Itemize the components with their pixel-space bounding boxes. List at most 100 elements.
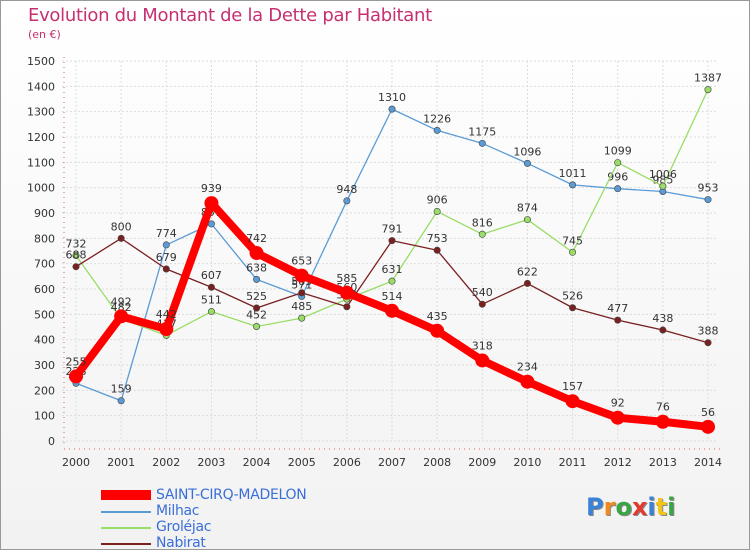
y-tick-label: 500	[34, 308, 55, 321]
data-label: 742	[246, 232, 267, 245]
data-point	[249, 246, 264, 261]
data-label: 1226	[423, 112, 451, 125]
data-label: 318	[472, 339, 493, 352]
data-point	[253, 304, 261, 312]
data-point	[433, 126, 441, 134]
data-label: 76	[656, 401, 670, 414]
x-tick-label: 2012	[604, 456, 632, 469]
data-point	[523, 216, 531, 224]
data-label: 631	[382, 263, 403, 276]
logo-letter: i	[647, 493, 656, 521]
data-label: 477	[607, 302, 628, 315]
data-point	[207, 220, 215, 228]
data-point	[117, 234, 125, 242]
y-tick-label: 0	[48, 435, 55, 448]
data-point	[343, 303, 351, 311]
y-tick-label: 100	[34, 410, 55, 423]
data-label: 492	[111, 295, 132, 308]
data-point	[207, 308, 215, 316]
data-label: 159	[111, 383, 132, 396]
data-point	[339, 285, 354, 300]
legend-label: Nabirat	[156, 535, 206, 551]
x-tick-label: 2001	[107, 456, 135, 469]
data-point	[610, 410, 625, 425]
data-point	[343, 197, 351, 205]
data-point	[659, 326, 667, 334]
data-point	[388, 237, 396, 245]
data-label: 435	[427, 310, 448, 323]
logo-letter: x	[631, 493, 648, 521]
data-label: 1387	[694, 72, 722, 85]
legend-swatch	[101, 543, 151, 545]
y-tick-label: 1000	[27, 182, 55, 195]
x-tick-label: 2009	[468, 456, 496, 469]
data-point	[385, 303, 399, 318]
data-label: 653	[291, 255, 312, 268]
data-label: 255	[66, 355, 87, 368]
data-point	[430, 323, 445, 338]
data-point	[569, 304, 577, 312]
data-point	[523, 279, 531, 287]
data-label: 774	[156, 227, 177, 240]
data-point	[704, 339, 712, 347]
data-label: 906	[427, 193, 448, 206]
data-label: 948	[336, 183, 357, 196]
data-label: 745	[562, 234, 583, 247]
data-label: 452	[246, 308, 267, 321]
data-label: 1099	[604, 145, 632, 158]
data-label: 688	[66, 249, 87, 262]
data-point	[433, 246, 441, 254]
legend-label: Milhac	[156, 503, 200, 519]
legend-label: Groléjac	[156, 519, 212, 535]
data-point	[298, 314, 306, 322]
data-label: 753	[427, 232, 448, 245]
y-tick-label: 300	[34, 359, 55, 372]
x-tick-label: 2007	[378, 456, 406, 469]
data-label: 56	[701, 406, 715, 419]
y-tick-label: 1100	[27, 156, 55, 169]
data-point	[207, 283, 215, 291]
data-point	[569, 181, 577, 189]
logo-letter: o	[615, 493, 632, 521]
data-label: 482	[111, 301, 132, 314]
data-point	[659, 182, 667, 190]
data-label: 953	[698, 182, 719, 195]
data-point	[569, 248, 577, 256]
data-point	[162, 265, 170, 273]
y-tick-label: 200	[34, 384, 55, 397]
legend-swatch	[101, 511, 151, 513]
data-label: 939	[201, 182, 222, 195]
y-tick-label: 1300	[27, 106, 55, 119]
data-point	[475, 353, 490, 368]
x-tick-label: 2003	[197, 456, 225, 469]
x-tick-label: 2010	[513, 456, 541, 469]
data-label: 638	[246, 261, 267, 274]
legend-label: SAINT-CIRQ-MADELON	[156, 487, 307, 503]
y-tick-label: 1500	[27, 55, 55, 68]
data-point	[253, 275, 261, 283]
data-label: 732	[66, 238, 87, 251]
data-point	[114, 309, 129, 324]
data-label: 816	[472, 216, 493, 229]
data-label: 607	[201, 269, 222, 282]
data-point	[253, 322, 261, 330]
data-point	[478, 300, 486, 308]
data-point	[655, 414, 670, 429]
data-point	[298, 289, 306, 297]
x-tick-label: 2006	[333, 456, 361, 469]
y-tick-label: 800	[34, 232, 55, 245]
data-point	[614, 185, 622, 193]
data-label: 1096	[513, 145, 541, 158]
data-point	[704, 86, 712, 94]
y-tick-label: 1400	[27, 80, 55, 93]
legend-swatch	[101, 527, 151, 529]
logo-letter: r	[603, 493, 616, 521]
data-label: 679	[156, 251, 177, 264]
data-point	[478, 230, 486, 238]
data-point	[72, 263, 80, 271]
chart-subtitle: (en €)	[28, 28, 61, 41]
data-label: 92	[611, 397, 625, 410]
data-label: 442	[156, 308, 177, 321]
data-label: 514	[382, 290, 403, 303]
